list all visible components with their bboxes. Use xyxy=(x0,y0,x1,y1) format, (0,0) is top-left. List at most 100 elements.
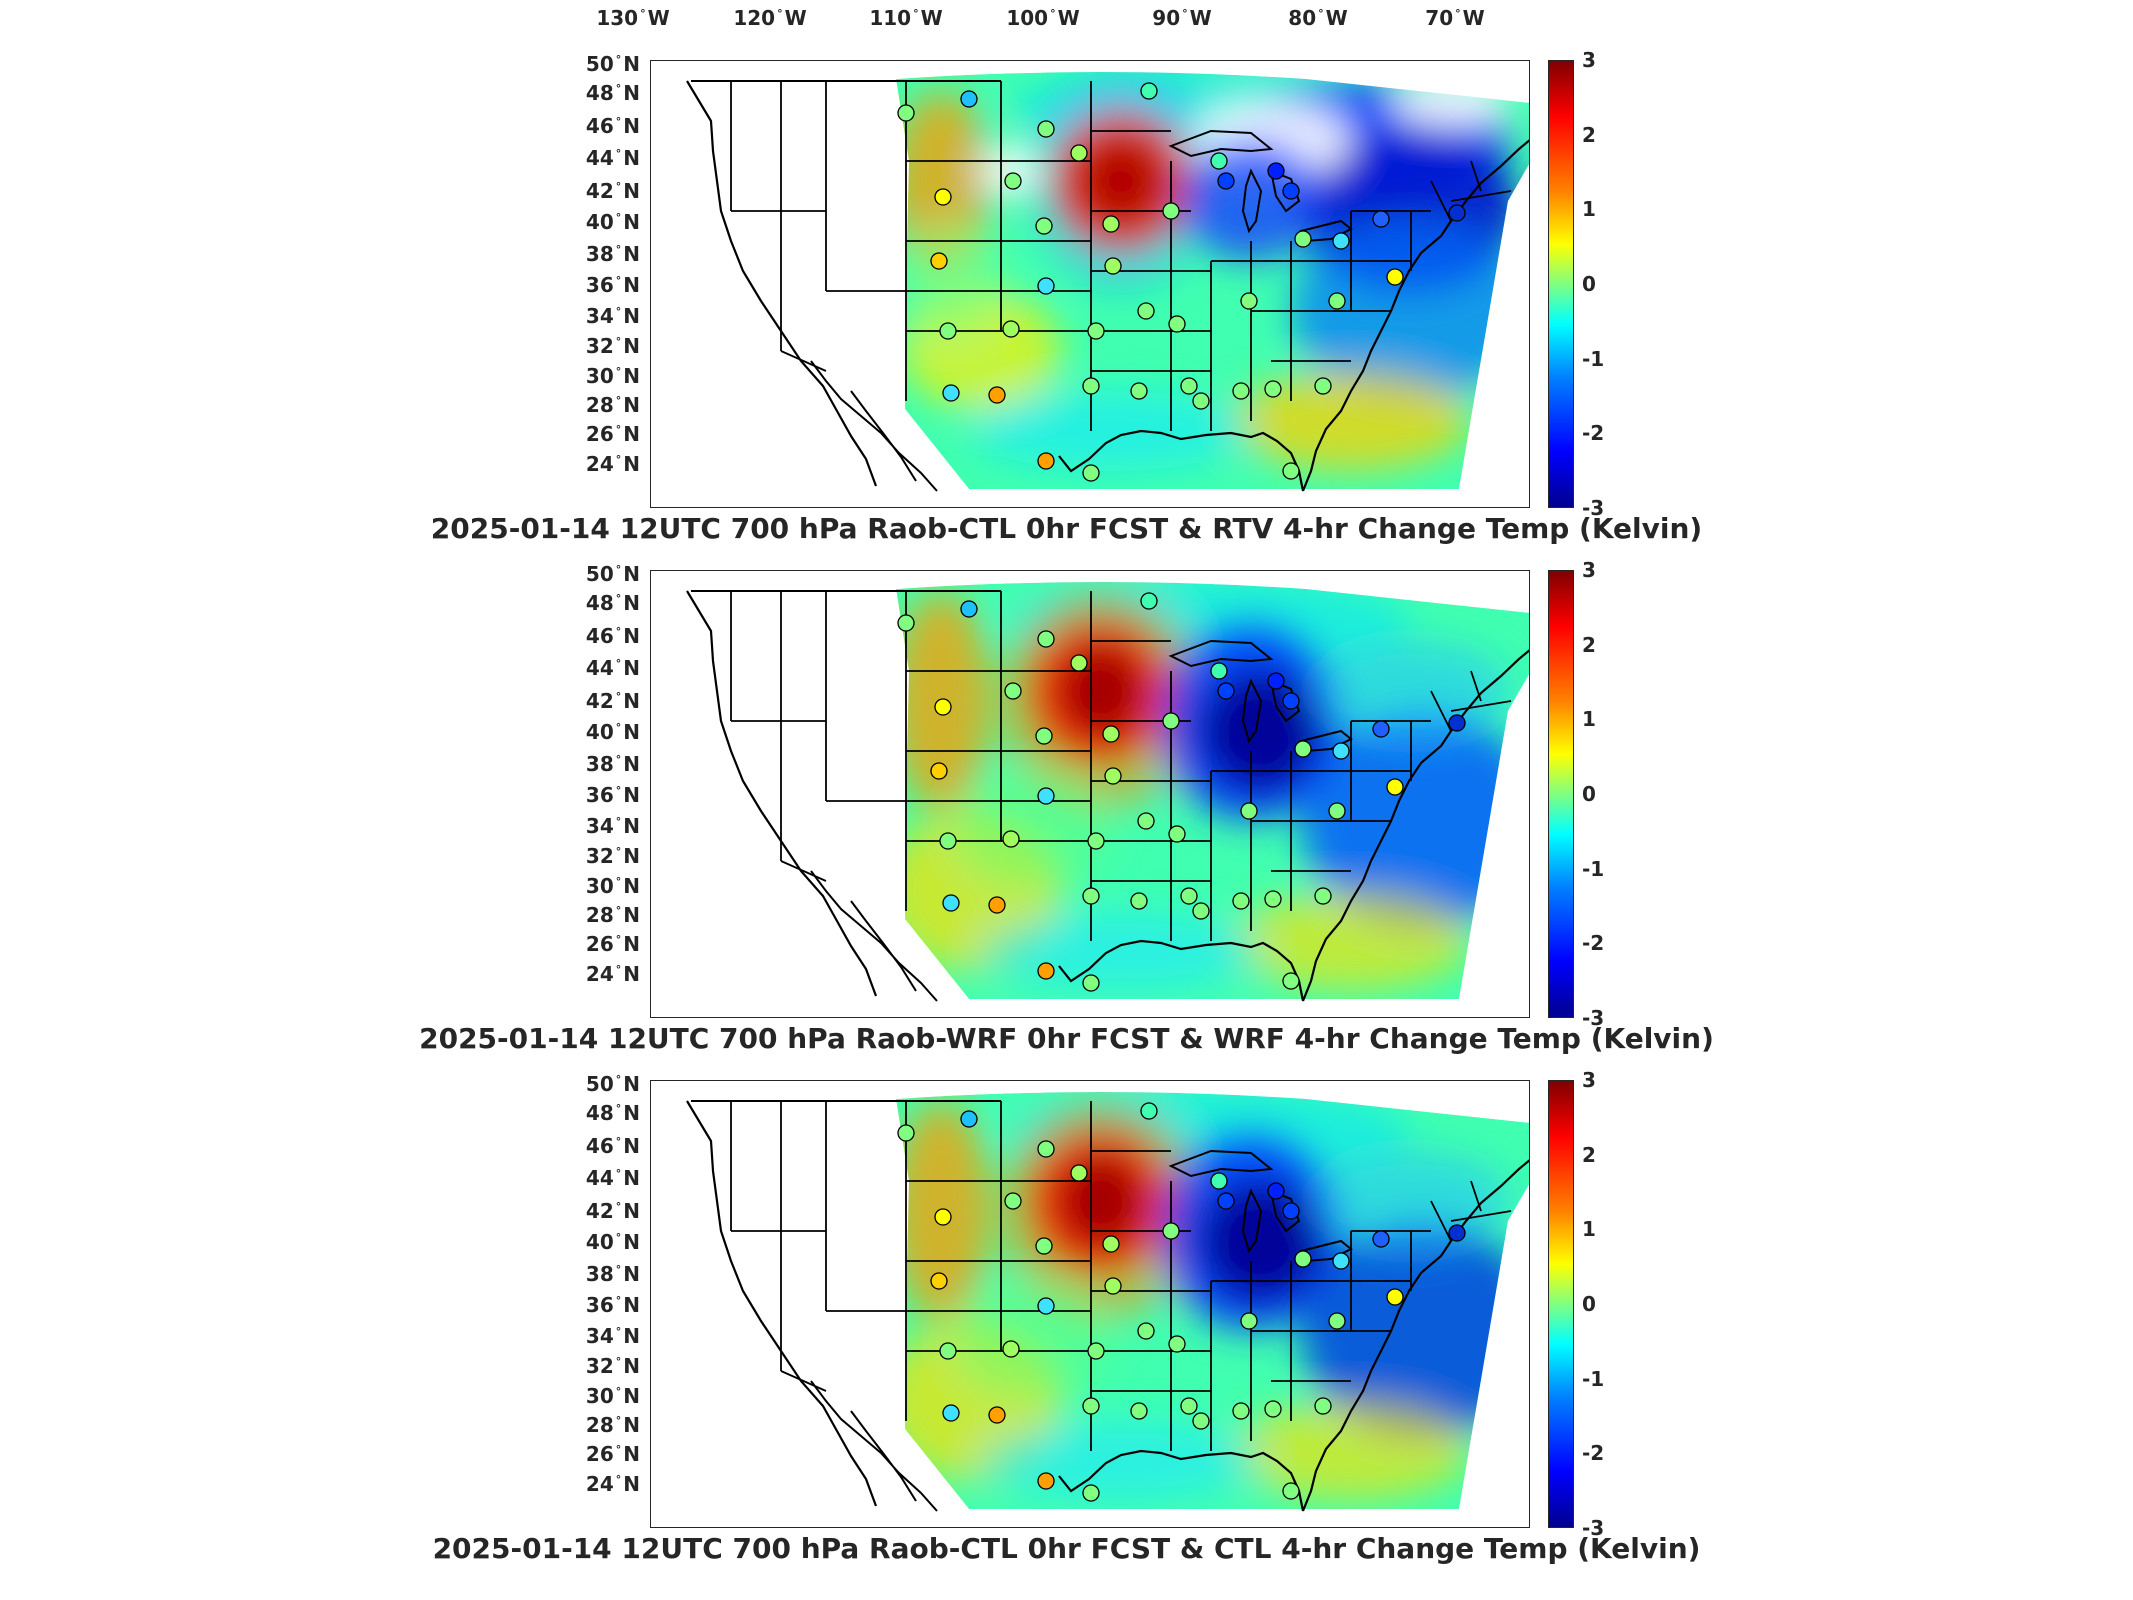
raob-station-marker xyxy=(1082,464,1100,482)
raob-stations xyxy=(897,592,1466,992)
raob-station-marker xyxy=(942,384,960,402)
raob-station-marker xyxy=(1210,1172,1228,1190)
colorbar-tick-label: 0 xyxy=(1582,1292,1596,1316)
field-anomaly xyxy=(981,1421,1261,1501)
lat-tick-label: 50 ° N xyxy=(585,562,640,586)
raob-station-marker xyxy=(1162,712,1180,730)
raob-stations xyxy=(897,82,1466,482)
raob-station-marker xyxy=(1217,682,1235,700)
lat-tick-label: 48 ° N xyxy=(585,591,640,615)
lat-tick-label: 34 ° N xyxy=(585,814,640,838)
lat-tick-label: 40 ° N xyxy=(585,1230,640,1254)
raob-station-marker xyxy=(960,90,978,108)
raob-station-marker xyxy=(1372,210,1390,228)
map-frame xyxy=(650,1080,1530,1528)
lat-tick-label: 36 ° N xyxy=(585,1293,640,1317)
lat-tick-label: 26 ° N xyxy=(585,932,640,956)
raob-station-marker xyxy=(1240,1312,1258,1330)
raob-station-marker xyxy=(1314,377,1332,395)
raob-station-marker xyxy=(1232,892,1250,910)
colorbar-tick-label: -3 xyxy=(1582,496,1605,520)
lat-tick-label: 44 ° N xyxy=(585,1166,640,1190)
field-anomaly xyxy=(971,391,1251,471)
raob-station-marker xyxy=(1264,890,1282,908)
lat-tick-label: 28 ° N xyxy=(585,903,640,927)
raob-station-marker xyxy=(1180,887,1198,905)
raob-station-marker xyxy=(1035,1237,1053,1255)
raob-station-marker xyxy=(1264,1400,1282,1418)
map-panel-wrf: 50 ° N 48 ° N 46 ° N 44 ° N 42 ° N 40 ° N 38 ° N 36 ° N 34 ° N 32 ° N… xyxy=(0,558,2133,1070)
raob-station-marker xyxy=(1004,172,1022,190)
raob-station-marker xyxy=(1332,1252,1350,1270)
raob-station-marker xyxy=(934,1208,952,1226)
raob-station-marker xyxy=(1070,144,1088,162)
lat-tick-label: 30 ° N xyxy=(585,874,640,898)
raob-station-marker xyxy=(1035,727,1053,745)
raob-station-marker xyxy=(1037,787,1055,805)
raob-station-marker xyxy=(1168,825,1186,843)
lat-tick-label: 26 ° N xyxy=(585,1442,640,1466)
raob-station-marker xyxy=(1267,672,1285,690)
raob-station-marker xyxy=(1314,887,1332,905)
raob-station-marker xyxy=(1264,380,1282,398)
lat-tick-label: 48 ° N xyxy=(585,1101,640,1125)
raob-station-marker xyxy=(1002,830,1020,848)
colorbar-tick-label: 1 xyxy=(1582,197,1596,222)
raob-station-marker xyxy=(1217,172,1235,190)
field-anomaly xyxy=(1391,76,1511,126)
raob-station-marker xyxy=(1037,1140,1055,1158)
raob-station-marker xyxy=(1168,1335,1186,1353)
raob-station-marker xyxy=(1168,315,1186,333)
lat-tick-label: 44 ° N xyxy=(585,656,640,680)
raob-station-marker xyxy=(1102,215,1120,233)
raob-station-marker xyxy=(1328,292,1346,310)
raob-station-marker xyxy=(1004,1192,1022,1210)
lat-tick-label: 24 ° N xyxy=(585,962,640,986)
raob-station-marker xyxy=(988,896,1006,914)
raob-station-marker xyxy=(1192,902,1210,920)
lon-tick-label: 80 ° W xyxy=(1288,6,1348,30)
map-boundaries xyxy=(686,80,1529,492)
raob-station-marker xyxy=(1137,302,1155,320)
lon-tick-label: 130 ° W xyxy=(596,6,670,30)
raob-station-marker xyxy=(1087,1342,1105,1360)
colorbar-tick-label: 3 xyxy=(1582,48,1596,72)
panel-title: 2025-01-14 12UTC 700 hPa Raob-CTL 0hr FC… xyxy=(430,512,1703,545)
raob-station-marker xyxy=(934,188,952,206)
raob-station-marker xyxy=(1240,802,1258,820)
field-anomaly xyxy=(951,771,1111,891)
raob-station-marker xyxy=(1102,725,1120,743)
raob-station-marker xyxy=(939,1342,957,1360)
raob-station-marker xyxy=(1130,892,1148,910)
raob-station-marker xyxy=(1282,1202,1300,1220)
raob-station-marker xyxy=(1037,277,1055,295)
raob-station-marker xyxy=(1082,887,1100,905)
map-svg xyxy=(686,72,1529,492)
raob-station-marker xyxy=(1240,292,1258,310)
raob-station-marker xyxy=(1217,1192,1235,1210)
raob-station-marker xyxy=(897,614,915,632)
raob-station-marker xyxy=(1070,1164,1088,1182)
field-anomaly xyxy=(1056,641,1146,741)
raob-station-marker xyxy=(1267,162,1285,180)
raob-station-marker xyxy=(1035,217,1053,235)
lat-tick-label: 28 ° N xyxy=(585,393,640,417)
raob-station-marker xyxy=(1294,1250,1312,1268)
colorbar-tick-label: -1 xyxy=(1582,1366,1605,1391)
colorbar-tick-label: -2 xyxy=(1582,931,1605,956)
map-panel-rtv: 50 ° N 48 ° N 46 ° N 44 ° N 42 ° N 40 ° N 38 ° N 36 ° N 34 ° N 32 ° N… xyxy=(0,48,2133,560)
lat-tick-label: 38 ° N xyxy=(585,242,640,266)
raob-station-marker xyxy=(1192,392,1210,410)
raob-station-marker xyxy=(1448,204,1466,222)
raob-station-marker xyxy=(1104,257,1122,275)
colorbar-tick-label: 0 xyxy=(1582,272,1596,296)
colorbar-tick-label: 3 xyxy=(1582,558,1596,582)
lat-tick-label: 34 ° N xyxy=(585,304,640,328)
lat-tick-label: 32 ° N xyxy=(585,1354,640,1378)
colorbar-tick-label: -2 xyxy=(1582,1441,1605,1466)
lat-tick-label: 30 ° N xyxy=(585,1384,640,1408)
field-anomaly xyxy=(1231,891,1471,991)
raob-station-marker xyxy=(1232,382,1250,400)
raob-station-marker xyxy=(930,252,948,270)
raob-station-marker xyxy=(1386,778,1404,796)
